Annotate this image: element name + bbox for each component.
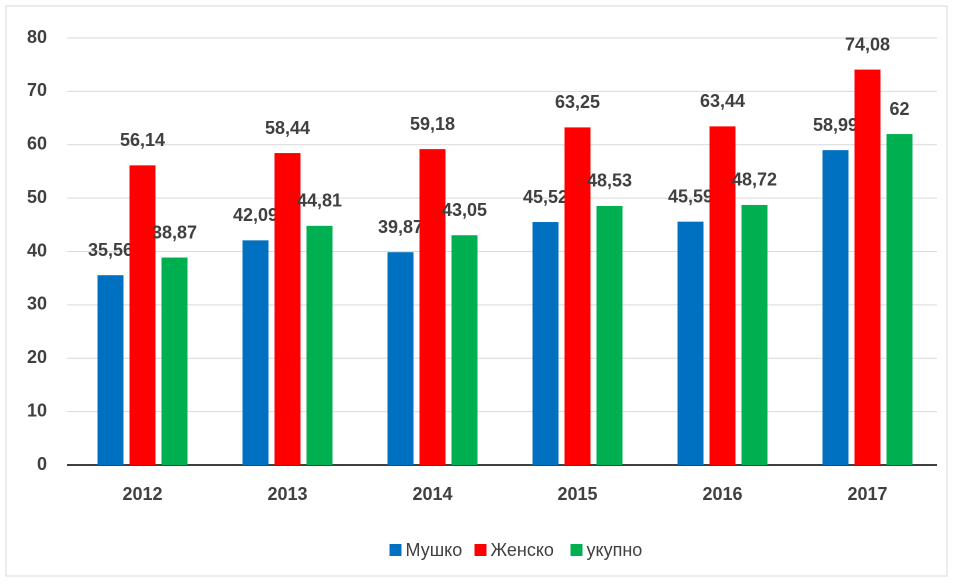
legend-swatch [389, 544, 402, 556]
bar [97, 275, 124, 465]
bar [387, 252, 414, 465]
bar [129, 165, 156, 465]
bar [741, 204, 768, 465]
y-tick-label: 80 [27, 27, 47, 47]
bar [242, 240, 269, 465]
y-tick-label: 0 [37, 454, 47, 474]
legend-swatch [474, 544, 487, 556]
data-label: 59,18 [410, 114, 455, 134]
data-label: 63,25 [555, 92, 600, 112]
data-label: 35,56 [88, 240, 133, 260]
bar [677, 221, 704, 465]
x-tick-label: 2014 [412, 484, 452, 504]
x-tick-label: 2013 [267, 484, 307, 504]
data-label: 39,87 [378, 217, 423, 237]
y-tick-label: 50 [27, 187, 47, 207]
bar [564, 127, 591, 465]
y-tick-label: 70 [27, 80, 47, 100]
legend-label: Мушко [406, 540, 463, 560]
legend-label: укупно [587, 540, 643, 560]
y-tick-label: 20 [27, 347, 47, 367]
data-label: 62 [889, 99, 909, 119]
bar [419, 149, 446, 465]
data-label: 43,05 [442, 200, 487, 220]
bar [532, 222, 559, 465]
x-tick-label: 2015 [557, 484, 597, 504]
bar [451, 235, 478, 465]
y-tick-label: 10 [27, 400, 47, 420]
data-label: 48,53 [587, 171, 632, 191]
bar [854, 69, 881, 466]
data-label: 58,44 [265, 118, 310, 138]
legend-swatch [570, 544, 583, 556]
data-label: 42,09 [233, 205, 278, 225]
y-tick-label: 30 [27, 294, 47, 314]
data-label: 45,59 [668, 186, 713, 206]
data-label: 74,08 [845, 34, 890, 54]
x-tick-label: 2012 [122, 484, 162, 504]
data-label: 63,44 [700, 91, 745, 111]
x-tick-label: 2017 [847, 484, 887, 504]
data-label: 44,81 [297, 191, 342, 211]
data-label: 58,99 [813, 115, 858, 135]
bar [306, 225, 333, 465]
y-tick-label: 40 [27, 240, 47, 260]
bar [596, 205, 623, 465]
y-tick-label: 60 [27, 134, 47, 154]
bar [274, 153, 301, 465]
bar [886, 134, 913, 465]
bar [161, 257, 188, 465]
data-label: 48,72 [732, 170, 777, 190]
legend-label: Женско [491, 540, 554, 560]
data-label: 45,52 [523, 187, 568, 207]
x-tick-label: 2016 [702, 484, 742, 504]
data-label: 56,14 [120, 130, 165, 150]
bar [709, 126, 736, 465]
bar [822, 150, 849, 465]
data-label: 38,87 [152, 222, 197, 242]
